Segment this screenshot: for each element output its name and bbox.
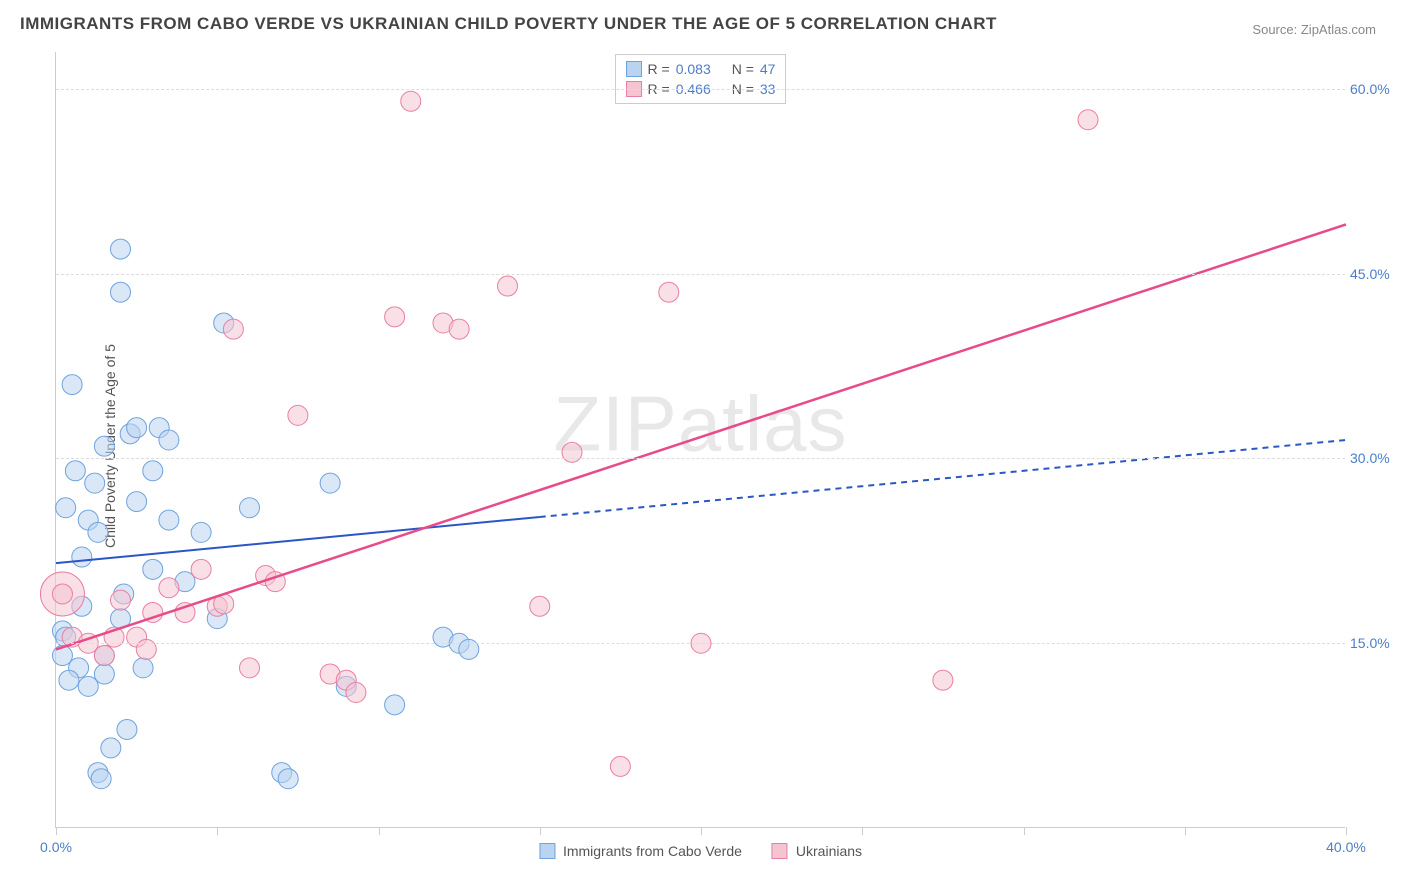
scatter-point	[111, 239, 131, 259]
source-label: Source:	[1252, 22, 1297, 37]
scatter-point	[94, 436, 114, 456]
gridline-h	[56, 274, 1345, 275]
scatter-point	[278, 769, 298, 789]
scatter-point	[52, 584, 72, 604]
scatter-point	[127, 418, 147, 438]
x-tick-label: 40.0%	[1326, 839, 1366, 855]
legend-series: Immigrants from Cabo Verde Ukrainians	[539, 843, 862, 859]
scatter-point	[91, 769, 111, 789]
scatter-point	[65, 461, 85, 481]
scatter-point	[1078, 110, 1098, 130]
scatter-point	[449, 319, 469, 339]
scatter-point	[191, 522, 211, 542]
scatter-point	[240, 658, 260, 678]
scatter-point	[72, 547, 92, 567]
scatter-point	[88, 522, 108, 542]
gridline-h	[56, 643, 1345, 644]
scatter-point	[320, 473, 340, 493]
x-tick	[379, 827, 380, 835]
x-tick	[56, 827, 57, 835]
scatter-point	[143, 559, 163, 579]
legend-swatch	[772, 843, 788, 859]
scatter-point	[530, 596, 550, 616]
scatter-point	[78, 676, 98, 696]
chart-svg	[56, 52, 1345, 827]
y-tick-label: 30.0%	[1350, 450, 1405, 466]
scatter-point	[56, 498, 76, 518]
scatter-point	[117, 719, 137, 739]
scatter-point	[85, 473, 105, 493]
legend-series-label: Immigrants from Cabo Verde	[563, 843, 742, 859]
legend-series-item: Ukrainians	[772, 843, 862, 859]
scatter-point	[159, 510, 179, 530]
legend-r-value: 0.083	[676, 61, 726, 77]
scatter-point	[288, 405, 308, 425]
scatter-point	[133, 658, 153, 678]
chart-title: IMMIGRANTS FROM CABO VERDE VS UKRAINIAN …	[20, 14, 997, 34]
legend-series-label: Ukrainians	[796, 843, 862, 859]
legend-correlation: R =0.083N =47R =0.466N =33	[615, 54, 787, 104]
scatter-point	[94, 664, 114, 684]
scatter-point	[385, 307, 405, 327]
legend-n-value: 47	[760, 61, 776, 77]
chart-container: IMMIGRANTS FROM CABO VERDE VS UKRAINIAN …	[0, 0, 1406, 892]
legend-series-item: Immigrants from Cabo Verde	[539, 843, 742, 859]
legend-r-label: R =	[648, 61, 670, 77]
scatter-point	[159, 430, 179, 450]
scatter-point	[610, 756, 630, 776]
source-value: ZipAtlas.com	[1301, 22, 1376, 37]
scatter-point	[240, 498, 260, 518]
scatter-point	[933, 670, 953, 690]
scatter-point	[223, 319, 243, 339]
gridline-h	[56, 458, 1345, 459]
legend-swatch	[626, 61, 642, 77]
y-tick-label: 45.0%	[1350, 266, 1405, 282]
scatter-point	[111, 282, 131, 302]
trend-line	[56, 224, 1346, 649]
x-tick	[1185, 827, 1186, 835]
scatter-point	[62, 375, 82, 395]
y-tick-label: 60.0%	[1350, 81, 1405, 97]
trend-line	[56, 517, 540, 563]
x-tick	[1024, 827, 1025, 835]
x-tick-label: 0.0%	[40, 839, 72, 855]
scatter-point	[127, 492, 147, 512]
scatter-point	[385, 695, 405, 715]
scatter-point	[401, 91, 421, 111]
scatter-point	[191, 559, 211, 579]
y-tick-label: 15.0%	[1350, 635, 1405, 651]
scatter-point	[346, 683, 366, 703]
x-tick	[701, 827, 702, 835]
x-tick	[540, 827, 541, 835]
x-tick	[1346, 827, 1347, 835]
scatter-point	[498, 276, 518, 296]
trend-line-dashed	[540, 440, 1346, 517]
source-attribution: Source: ZipAtlas.com	[1252, 22, 1376, 37]
scatter-point	[101, 738, 121, 758]
scatter-point	[143, 461, 163, 481]
legend-n-label: N =	[732, 61, 754, 77]
legend-swatch	[539, 843, 555, 859]
scatter-point	[111, 590, 131, 610]
scatter-point	[159, 578, 179, 598]
plot-area: ZIPatlas R =0.083N =47R =0.466N =33 Immi…	[55, 52, 1345, 828]
scatter-point	[94, 646, 114, 666]
legend-correlation-row: R = 0.083 N = 47	[626, 59, 776, 79]
scatter-point	[59, 670, 79, 690]
x-tick	[217, 827, 218, 835]
scatter-point	[659, 282, 679, 302]
x-tick	[862, 827, 863, 835]
gridline-h	[56, 89, 1345, 90]
